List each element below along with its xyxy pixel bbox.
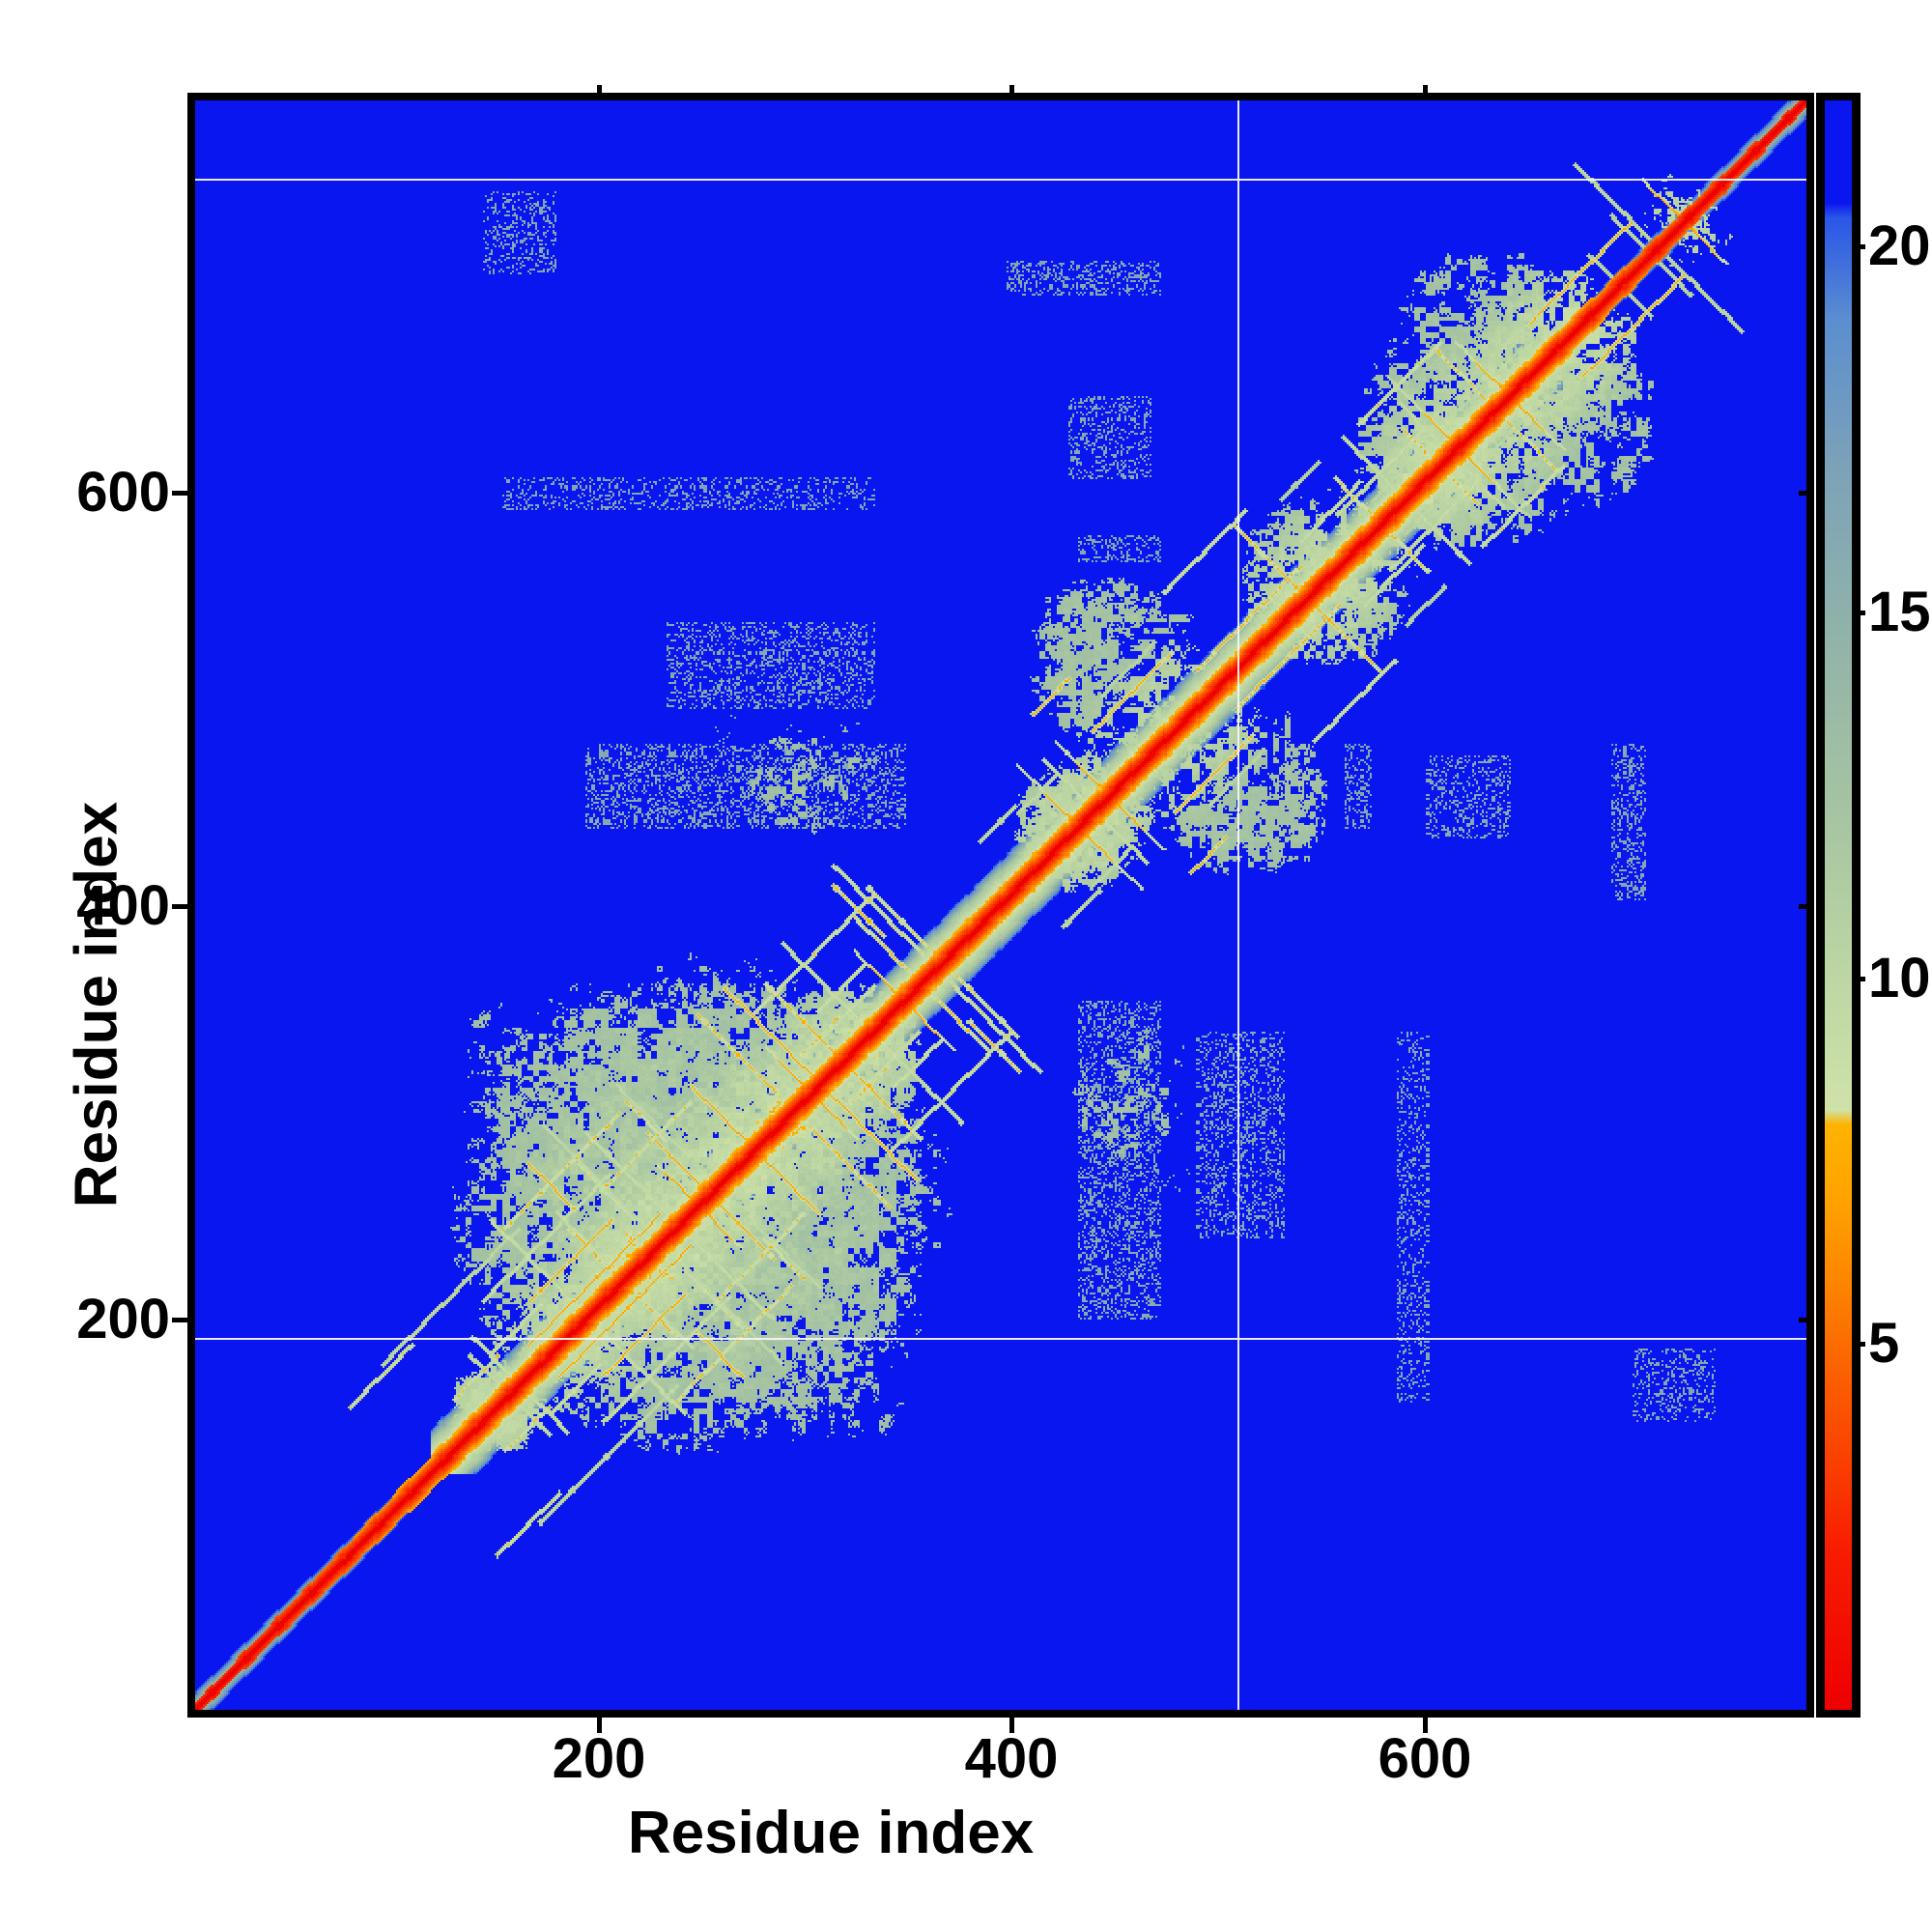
x-tick-600: [1423, 1718, 1428, 1733]
y-axis-title: Residue index: [63, 801, 130, 1208]
colorbar-tick-15: [1852, 611, 1865, 616]
x-tick-top-200: [597, 85, 602, 100]
y-tick-right-200: [1799, 1318, 1814, 1322]
colorbar-gradient: [1825, 100, 1852, 1710]
colorbar-tick-5: [1852, 1342, 1865, 1348]
colorbar-label-5: 5: [1868, 1312, 1900, 1376]
heatmap-canvas: [195, 100, 1806, 1710]
x-ticklabel-200: 200: [552, 1727, 646, 1790]
y-ticklabel-200: 200: [76, 1288, 170, 1350]
y-tick-600: [172, 491, 187, 496]
colorbar-tick-20: [1852, 244, 1865, 250]
y-tick-right-600: [1799, 491, 1814, 496]
gridline-horizontal: [195, 178, 1806, 181]
x-tick-200: [597, 1718, 602, 1733]
y-tick-right-400: [1799, 904, 1814, 909]
x-ticklabel-600: 600: [1378, 1727, 1472, 1790]
colorbar-label-20: 20: [1868, 214, 1931, 278]
x-axis-title: Residue index: [627, 1800, 1035, 1866]
x-tick-top-600: [1423, 85, 1428, 100]
x-tick-400: [1009, 1718, 1014, 1733]
y-ticklabel-400: 400: [76, 874, 170, 937]
gridline-vertical: [1236, 100, 1239, 1710]
gridline-horizontal: [195, 1337, 1806, 1340]
y-tick-400: [172, 904, 187, 909]
heatmap-plot-area: [195, 100, 1806, 1710]
y-tick-200: [172, 1318, 187, 1322]
colorbar-tick-10: [1852, 976, 1865, 981]
colorbar-label-10: 10: [1868, 946, 1931, 1009]
x-tick-top-400: [1009, 85, 1014, 100]
colorbar-label-15: 15: [1868, 581, 1931, 644]
y-ticklabel-600: 600: [76, 461, 170, 524]
x-ticklabel-400: 400: [964, 1727, 1059, 1790]
